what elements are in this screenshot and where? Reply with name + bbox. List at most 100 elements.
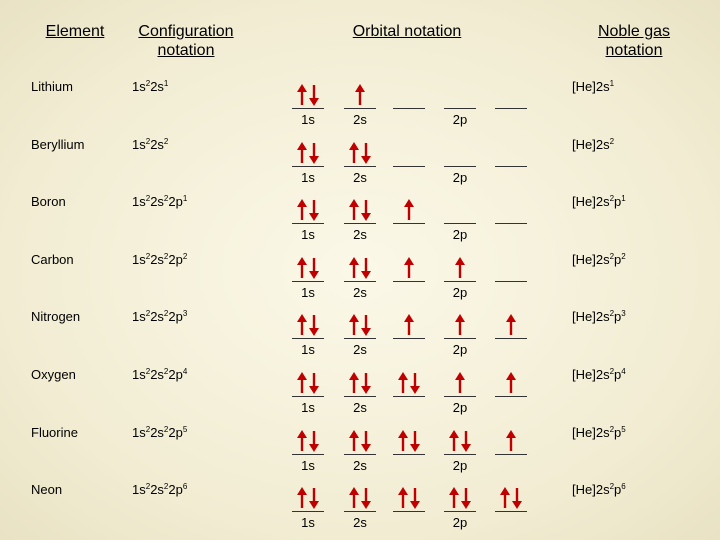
orbital-line (344, 108, 376, 109)
orbital-line (292, 338, 324, 340)
notation-superscript: 2 (145, 136, 151, 146)
noble-gas-notation: [He]2s2p5 (572, 425, 626, 440)
notation-base: 2s (150, 424, 164, 440)
spin-down-arrow-icon (309, 430, 319, 452)
spin-up-arrow-icon (398, 372, 408, 393)
orbital-line (344, 453, 376, 455)
spin-down-arrow-icon (309, 85, 319, 106)
spin-up-arrow-icon (349, 141, 359, 163)
header-noble-gas: Noble gas notation (584, 22, 684, 60)
spin-down-arrow-icon (361, 257, 371, 279)
spin-down-arrow-icon (461, 488, 471, 510)
orbital-line (444, 223, 476, 225)
spin-up-arrow-icon (297, 199, 307, 221)
notation-base: 2s (150, 194, 164, 210)
notation-superscript: 1 (163, 79, 169, 88)
notation-base: [He]2s (572, 482, 610, 498)
orbital-line (495, 108, 527, 109)
spin-down-arrow-icon (309, 488, 319, 510)
orbital-label: 1s (301, 169, 315, 185)
notation-superscript: 2 (182, 251, 188, 261)
orbital-line (393, 280, 425, 282)
notation-superscript: 2 (609, 194, 615, 204)
spin-down-arrow-icon (361, 315, 371, 337)
orbital-label: 2s (353, 515, 367, 531)
orbital-line (444, 280, 476, 282)
notation-superscript: 2 (621, 251, 626, 261)
spin-up-arrow-icon (455, 314, 465, 336)
orbital-line (495, 338, 527, 340)
orbital-line (495, 223, 527, 225)
notation-superscript: 2 (163, 424, 169, 434)
notation-superscript: 2 (163, 251, 169, 261)
notation-base: [He]2s (572, 251, 610, 267)
spin-down-arrow-icon (410, 373, 420, 394)
orbital-line (444, 108, 476, 109)
orbital-line (344, 396, 376, 397)
spin-down-arrow-icon (461, 430, 471, 452)
orbital-label: 2s (353, 342, 367, 358)
notation-superscript: 2 (609, 136, 615, 146)
spin-up-arrow-icon (297, 372, 307, 393)
header-configuration-text: Configuration notation (138, 23, 234, 59)
orbital-line (444, 396, 476, 397)
spin-up-arrow-icon (297, 84, 307, 105)
notation-superscript: 1 (621, 194, 626, 204)
spin-down-arrow-icon (309, 200, 319, 222)
orbital-label: 2p (452, 400, 468, 415)
orbital-line (292, 108, 324, 109)
orbital-line (393, 338, 425, 340)
notation-superscript: 2 (145, 79, 151, 88)
orbital-line (344, 511, 376, 513)
element-name: Oxygen (31, 367, 76, 382)
spin-down-arrow-icon (361, 488, 371, 510)
orbital-line (344, 280, 376, 282)
spin-up-arrow-icon (398, 429, 408, 451)
spin-up-arrow-icon (506, 314, 516, 336)
notation-base: 2p (168, 482, 183, 498)
orbital-label: 1s (301, 400, 315, 415)
orbital-label: 2s (353, 169, 367, 185)
orbital-line (344, 338, 376, 340)
notation-base: 1s (132, 309, 146, 325)
noble-gas-notation: [He]2s2p4 (572, 367, 626, 382)
notation-superscript: 2 (163, 194, 169, 204)
notation-superscript: 2 (163, 309, 169, 319)
orbital-line (444, 511, 476, 513)
element-name: Beryllium (31, 136, 85, 152)
orbital-line (495, 280, 527, 282)
notation-base: [He]2s (572, 424, 610, 440)
spin-up-arrow-icon (297, 429, 307, 451)
spin-up-arrow-icon (349, 314, 359, 336)
element-name: Carbon (31, 251, 74, 267)
spin-up-arrow-icon (349, 487, 359, 509)
notation-base: 1s (132, 136, 146, 152)
spin-up-arrow-icon (455, 372, 465, 393)
notation-superscript: 4 (182, 367, 188, 376)
orbital-label: 2p (452, 515, 468, 531)
orbital-line (393, 511, 425, 513)
spin-down-arrow-icon (361, 200, 371, 222)
spin-down-arrow-icon (410, 430, 420, 452)
notation-superscript: 6 (182, 482, 188, 492)
notation-base: p (614, 309, 622, 325)
orbital-line (292, 511, 324, 513)
configuration-notation: 1s22s22p4 (132, 367, 187, 382)
notation-superscript: 1 (609, 79, 615, 88)
notation-base: 1s (132, 482, 146, 498)
orbital-line (292, 165, 324, 167)
spin-down-arrow-icon (309, 373, 319, 394)
orbital-label: 2s (353, 112, 367, 127)
header-element: Element (45, 23, 105, 40)
notation-superscript: 2 (609, 424, 615, 434)
configuration-notation: 1s22s22p3 (132, 309, 187, 324)
notation-superscript: 2 (163, 482, 169, 492)
notation-base: [He]2s (572, 194, 610, 210)
notation-base: 1s (132, 79, 146, 94)
notation-base: 2p (168, 367, 183, 382)
element-name: Boron (31, 194, 66, 210)
notation-superscript: 2 (145, 424, 151, 434)
notation-base: p (614, 424, 622, 440)
notation-base: p (614, 482, 622, 498)
